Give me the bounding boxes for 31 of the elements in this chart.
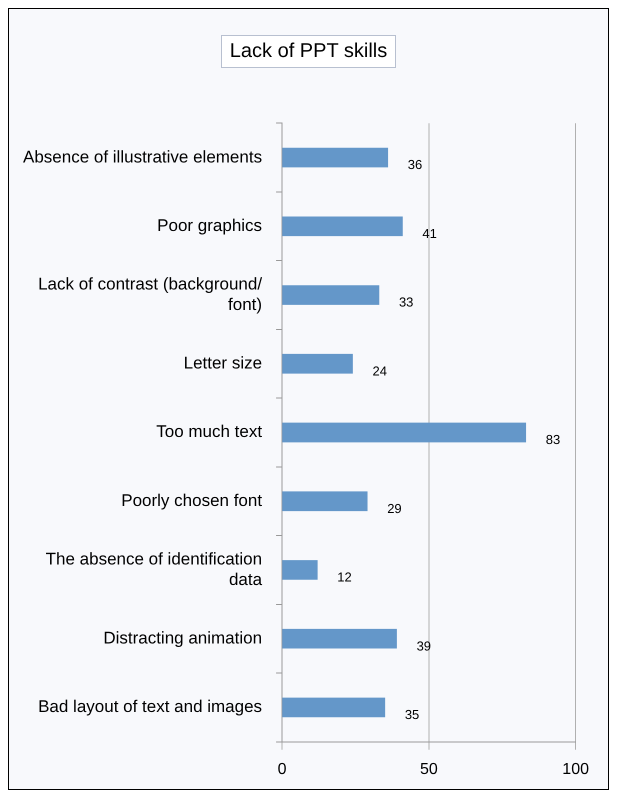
x-tick-label: 100 <box>562 760 590 778</box>
data-label: 12 <box>337 570 352 585</box>
bar <box>282 148 388 168</box>
chart-title: Lack of PPT skills <box>220 35 396 68</box>
x-tick-label: 50 <box>420 760 438 778</box>
data-label: 33 <box>398 294 414 310</box>
y-tick-label: The absence of identification data <box>46 549 263 589</box>
data-label: 35 <box>404 707 420 722</box>
data-label: 36 <box>408 157 422 172</box>
bar <box>282 560 318 580</box>
bar <box>282 628 397 649</box>
data-label: 41 <box>422 226 437 241</box>
bar <box>282 216 403 236</box>
data-label: 29 <box>387 500 402 516</box>
y-tick-label: Lack of contrast (background/ font) <box>38 274 262 314</box>
y-tick-label: Too much text <box>156 422 262 442</box>
bar <box>282 422 526 442</box>
y-tick-label: Bad layout of text and images <box>38 697 262 716</box>
y-tick-label: Absence of illustrative elements <box>23 147 262 166</box>
y-tick-label: Distracting animation <box>103 628 262 648</box>
bar <box>282 698 386 718</box>
y-tick-label: Poorly chosen font <box>121 490 262 510</box>
bar <box>282 354 353 374</box>
bar <box>282 491 368 512</box>
bar <box>282 285 380 305</box>
x-tick-label: 0 <box>278 760 287 778</box>
y-tick-label: Letter size <box>184 353 262 372</box>
data-label: 24 <box>372 363 387 378</box>
data-label: 83 <box>546 432 560 448</box>
y-tick-label: Poor graphics <box>157 216 262 235</box>
data-label: 39 <box>416 638 432 654</box>
